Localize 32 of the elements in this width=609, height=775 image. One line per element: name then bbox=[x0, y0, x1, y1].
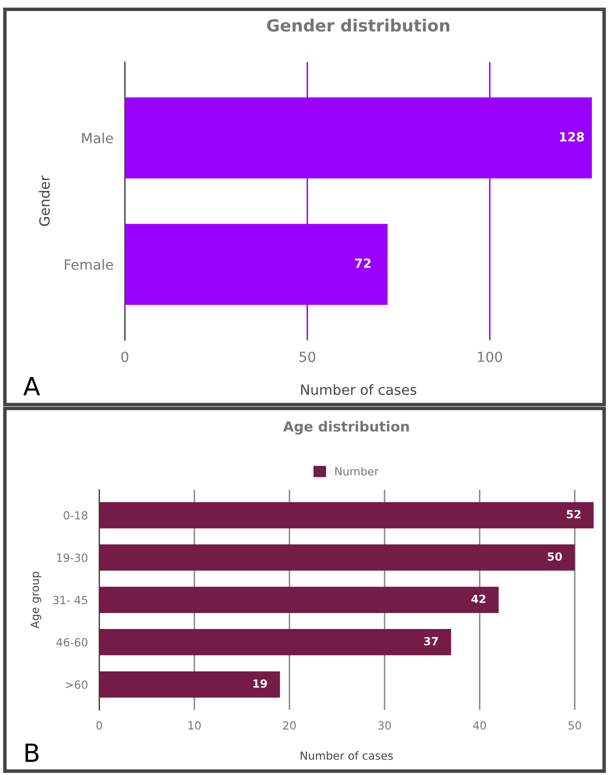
data-label: 42 bbox=[471, 594, 486, 603]
x-tick-label: 0 bbox=[96, 721, 102, 730]
text: A bbox=[23, 377, 40, 396]
y-tick-label: >60 bbox=[66, 680, 88, 689]
x-tick-label: 40 bbox=[473, 721, 486, 730]
x-tick-label: 50 bbox=[568, 721, 582, 730]
chart-title: Age distribution bbox=[283, 420, 409, 434]
x-axis-title: Number of cases bbox=[300, 751, 393, 760]
x-axis-title: Number of cases bbox=[301, 384, 416, 395]
data-label: 52 bbox=[566, 510, 580, 518]
data-label: 19 bbox=[253, 679, 267, 688]
data-label: 128 bbox=[560, 132, 584, 142]
text: B bbox=[26, 744, 39, 762]
data-label: 50 bbox=[548, 552, 562, 561]
legend-label: Number bbox=[335, 466, 379, 476]
x-tick-label: 30 bbox=[378, 721, 391, 730]
y-tick-label: 31- 45 bbox=[53, 596, 88, 604]
x-tick-label: 10 bbox=[188, 721, 201, 730]
chart-title: Gender distribution bbox=[267, 18, 450, 32]
x-tick-label: 50 bbox=[300, 352, 316, 362]
data-label: 72 bbox=[355, 258, 371, 268]
x-tick-label: 100 bbox=[478, 352, 502, 362]
x-tick-label: 20 bbox=[283, 721, 296, 730]
x-tick-label: 0 bbox=[121, 352, 128, 362]
y-tick-label: 19-30 bbox=[57, 554, 88, 562]
data-label: 37 bbox=[424, 636, 438, 646]
y-tick-label: Male bbox=[82, 132, 113, 144]
y-tick-label: 46-60 bbox=[56, 638, 88, 647]
y-tick-label: Female bbox=[64, 259, 113, 270]
y-axis-title: Age group bbox=[30, 572, 42, 628]
y-tick-label: 0-18 bbox=[64, 511, 88, 520]
y-axis-title: Gender bbox=[38, 176, 50, 226]
